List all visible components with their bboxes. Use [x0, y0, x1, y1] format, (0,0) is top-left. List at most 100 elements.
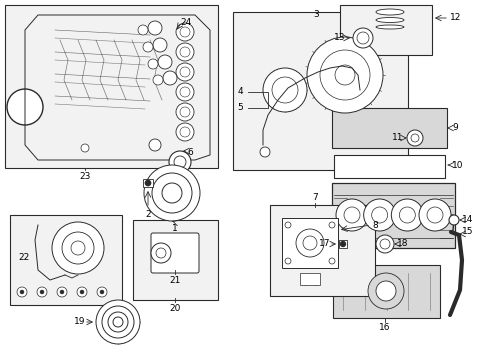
Bar: [333, 114, 346, 142]
Circle shape: [328, 258, 334, 264]
Bar: [269, 205, 374, 296]
Circle shape: [260, 147, 269, 157]
Bar: [133, 220, 218, 300]
Bar: [331, 183, 454, 248]
Ellipse shape: [375, 9, 403, 15]
Circle shape: [367, 273, 403, 309]
Bar: [333, 110, 444, 118]
Circle shape: [448, 215, 458, 225]
Bar: [339, 5, 431, 55]
Circle shape: [335, 199, 367, 231]
Text: 4: 4: [237, 87, 243, 96]
Bar: [392, 114, 405, 142]
Circle shape: [71, 241, 85, 255]
Text: 21: 21: [169, 276, 181, 285]
Bar: [299, 273, 319, 285]
Circle shape: [151, 243, 171, 263]
Circle shape: [180, 127, 190, 137]
Text: 13: 13: [333, 33, 345, 42]
Circle shape: [153, 75, 163, 85]
Bar: [5, 5, 218, 168]
Bar: [260, 155, 269, 163]
Circle shape: [375, 235, 393, 253]
Circle shape: [285, 258, 290, 264]
Circle shape: [356, 32, 368, 44]
Text: 15: 15: [461, 228, 472, 237]
Bar: [338, 240, 346, 248]
Circle shape: [148, 21, 162, 35]
Circle shape: [180, 27, 190, 37]
Text: 11: 11: [391, 134, 402, 143]
Circle shape: [180, 87, 190, 97]
Circle shape: [158, 55, 172, 69]
Bar: [412, 114, 425, 142]
Circle shape: [163, 71, 177, 85]
Circle shape: [57, 287, 67, 297]
Circle shape: [174, 156, 185, 168]
Circle shape: [81, 144, 89, 152]
Circle shape: [153, 38, 167, 52]
Bar: [282, 218, 337, 268]
Circle shape: [334, 65, 354, 85]
Circle shape: [52, 222, 104, 274]
Text: 24: 24: [180, 18, 191, 27]
Circle shape: [40, 290, 44, 294]
Text: 17: 17: [318, 239, 329, 248]
Circle shape: [410, 134, 418, 142]
Circle shape: [100, 290, 104, 294]
Circle shape: [96, 300, 140, 344]
Circle shape: [363, 199, 395, 231]
Text: 14: 14: [461, 216, 472, 225]
Circle shape: [418, 199, 450, 231]
Bar: [331, 108, 446, 148]
Circle shape: [339, 241, 346, 247]
Circle shape: [375, 281, 395, 301]
Circle shape: [426, 207, 442, 223]
Circle shape: [102, 306, 134, 338]
Circle shape: [20, 290, 24, 294]
Circle shape: [77, 287, 87, 297]
Ellipse shape: [375, 18, 403, 22]
Circle shape: [142, 42, 153, 52]
Circle shape: [180, 67, 190, 77]
Text: 1: 1: [172, 224, 178, 233]
Circle shape: [97, 287, 107, 297]
Circle shape: [180, 107, 190, 117]
Circle shape: [399, 207, 414, 223]
Circle shape: [148, 59, 158, 69]
Text: 2: 2: [145, 210, 150, 219]
Text: 23: 23: [79, 172, 90, 181]
Circle shape: [176, 103, 194, 121]
Circle shape: [176, 63, 194, 81]
Circle shape: [263, 68, 306, 112]
Bar: [373, 114, 385, 142]
Circle shape: [352, 28, 372, 48]
Text: 22: 22: [18, 253, 29, 262]
Circle shape: [319, 50, 369, 100]
Circle shape: [176, 43, 194, 61]
Circle shape: [138, 25, 148, 35]
Circle shape: [303, 236, 316, 250]
Text: 3: 3: [312, 10, 318, 19]
Ellipse shape: [375, 25, 403, 29]
Circle shape: [169, 151, 191, 173]
Circle shape: [145, 180, 151, 186]
Circle shape: [328, 222, 334, 228]
Text: 18: 18: [396, 239, 407, 248]
Circle shape: [271, 77, 297, 103]
Circle shape: [17, 287, 27, 297]
Text: 6: 6: [187, 148, 192, 157]
Circle shape: [295, 229, 324, 257]
Circle shape: [37, 287, 47, 297]
Circle shape: [306, 37, 382, 113]
Circle shape: [80, 290, 84, 294]
Circle shape: [343, 207, 359, 223]
Circle shape: [113, 317, 123, 327]
Circle shape: [149, 139, 161, 151]
Circle shape: [176, 23, 194, 41]
Circle shape: [180, 47, 190, 57]
Text: 10: 10: [451, 161, 463, 170]
FancyBboxPatch shape: [151, 233, 199, 273]
Circle shape: [143, 165, 200, 221]
Circle shape: [108, 312, 128, 332]
